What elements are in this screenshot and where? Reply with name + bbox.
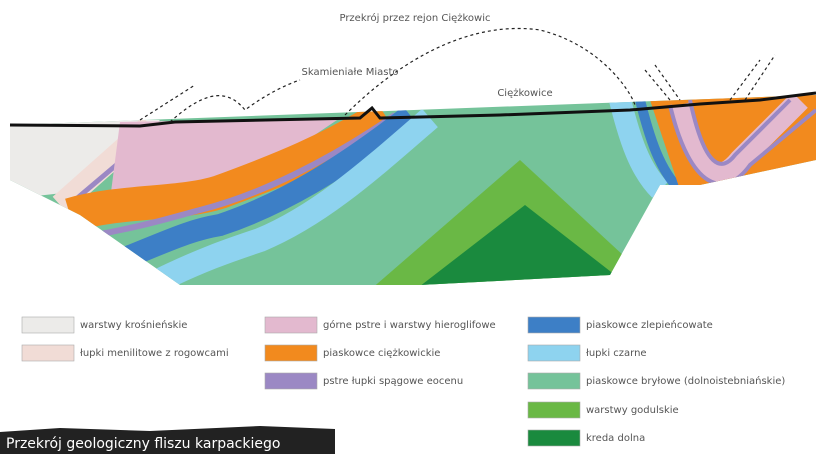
legend-label: piaskowce zlepieńcowate (586, 319, 713, 331)
title: Przekrój przez rejon Ciężkowic (339, 12, 490, 24)
legend: warstwy krośnieńskie łupki menilitowe z r… (22, 317, 785, 446)
legend-label: łupki czarne (586, 348, 647, 359)
legend-label: pstre łupki spągowe eocenu (323, 376, 463, 387)
legend-swatch (265, 317, 317, 333)
legend-label: warstwy krośnieńskie (80, 319, 187, 331)
legend-swatch (528, 317, 580, 333)
legend-label: piaskowce ciężkowickie (323, 348, 440, 359)
legend-swatch (265, 373, 317, 389)
legend-label: warstwy godulskie (586, 405, 679, 416)
legend-swatch (528, 402, 580, 418)
legend-swatch (22, 345, 74, 361)
cross-section-page: Przekrój przez rejon Ciężkowic Skamienia… (0, 0, 816, 454)
legend-label: łupki menilitowe z rogowcami (80, 348, 229, 359)
legend-swatch (528, 430, 580, 446)
legend-swatch (528, 373, 580, 389)
place-label: Ciężkowice (497, 88, 552, 99)
legend-label: piaskowce bryłowe (dolnoistebniańskie) (586, 375, 785, 387)
legend-swatch (528, 345, 580, 361)
caption: Przekrój geologiczny fliszu karpackiego (6, 436, 280, 452)
geologic-layers (0, 80, 816, 300)
legend-label: górne pstre i warstwy hieroglifowe (323, 319, 496, 331)
legend-swatch (265, 345, 317, 361)
legend-swatch (22, 317, 74, 333)
place-label: Skamieniałe Miasto (302, 67, 399, 78)
legend-label: kreda dolna (586, 433, 645, 444)
